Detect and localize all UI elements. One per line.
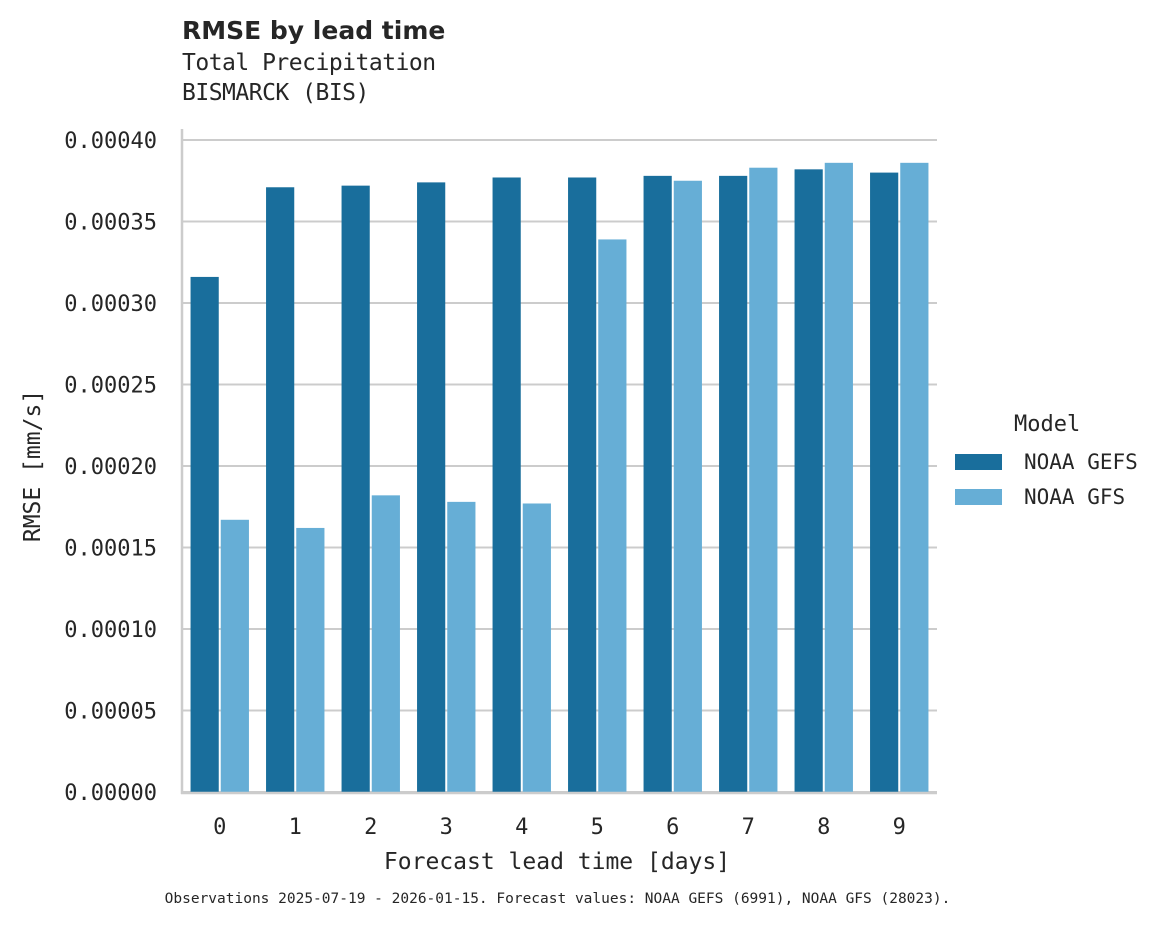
chart-title: RMSE by lead time: [182, 16, 446, 45]
x-tick-label: 9: [893, 815, 906, 840]
bar-noaa-gefs-5: [568, 177, 597, 793]
y-tick-label: 0.00030: [64, 292, 157, 317]
y-tick-labels: 0.00000 0.00005 0.00010 0.00015 0.00020 0.000…: [64, 129, 157, 806]
chart-subtitle-variable: Total Precipitation: [182, 50, 436, 76]
legend-title: Model: [1014, 412, 1081, 437]
x-tick-label: 8: [817, 815, 830, 840]
bar-noaa-gfs-0: [220, 519, 249, 792]
legend-swatch-gefs: [955, 453, 1002, 470]
legend: Model NOAA GEFS NOAA GFS: [952, 412, 1138, 514]
y-tick-label: 0.00010: [64, 618, 157, 643]
x-tick-label: 7: [742, 815, 755, 840]
x-tick-label: 4: [515, 815, 528, 840]
axes: [180, 129, 937, 795]
bar-noaa-gefs-8: [794, 169, 823, 793]
bar-noaa-gefs-6: [643, 175, 672, 793]
x-tick-labels: 0 1 2 3 4 5 6 7 8 9: [213, 815, 906, 840]
chart-footnote: Observations 2025-07-19 - 2026-01-15. Fo…: [164, 891, 951, 907]
bars: [190, 162, 929, 793]
x-tick-label: 3: [440, 815, 453, 840]
bar-noaa-gfs-9: [900, 162, 929, 792]
x-tick-label: 0: [213, 815, 226, 840]
bar-noaa-gefs-9: [870, 172, 899, 793]
y-tick-label: 0.00040: [64, 129, 157, 154]
gridlines: [182, 139, 937, 793]
bar-noaa-gfs-3: [447, 501, 476, 792]
legend-swatch-gfs: [955, 488, 1002, 505]
bar-noaa-gfs-8: [824, 162, 853, 792]
legend-label-gfs: NOAA GFS: [1024, 484, 1126, 509]
bar-noaa-gefs-4: [492, 177, 521, 793]
bar-noaa-gfs-2: [371, 495, 400, 792]
legend-item-gefs: NOAA GEFS: [952, 444, 1138, 479]
y-tick-label: 0.00015: [64, 537, 157, 562]
bar-noaa-gfs-4: [522, 503, 551, 792]
bar-noaa-gfs-6: [673, 180, 702, 792]
y-tick-label: 0.00005: [64, 700, 157, 725]
legend-item-gfs: NOAA GFS: [952, 479, 1138, 514]
x-tick-label: 6: [666, 815, 679, 840]
x-tick-label: 5: [591, 815, 604, 840]
bar-noaa-gefs-1: [266, 187, 295, 792]
bar-noaa-gfs-1: [296, 527, 325, 792]
y-axis-label: RMSE [mm/s]: [20, 390, 46, 542]
bar-noaa-gfs-5: [598, 239, 627, 792]
y-tick-label: 0.00035: [64, 211, 157, 236]
bar-noaa-gefs-0: [190, 276, 219, 792]
y-tick-label: 0.00020: [64, 455, 157, 480]
y-tick-label: 0.00000: [64, 781, 157, 806]
bar-noaa-gfs-7: [749, 167, 778, 792]
x-axis-label: Forecast lead time [days]: [384, 849, 730, 875]
bar-noaa-gefs-3: [417, 182, 446, 792]
bar-noaa-gefs-2: [341, 185, 370, 792]
x-tick-label: 1: [289, 815, 302, 840]
x-tick-label: 2: [364, 815, 377, 840]
legend-label-gefs: NOAA GEFS: [1024, 449, 1138, 474]
y-tick-label: 0.00025: [64, 374, 157, 399]
bar-noaa-gefs-7: [719, 175, 748, 793]
chart-subtitle-station: BISMARCK (BIS): [182, 80, 369, 106]
